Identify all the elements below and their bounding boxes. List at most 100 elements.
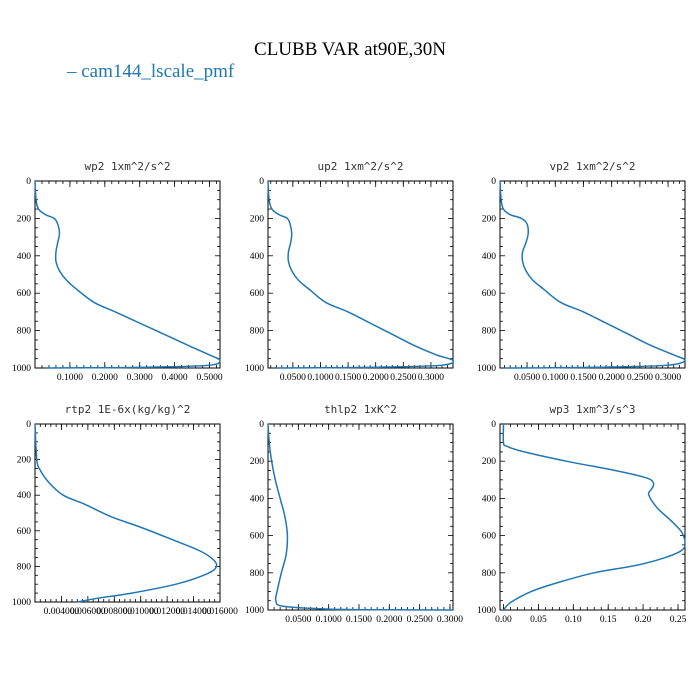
x-tick-label: 0.1000 xyxy=(316,615,342,625)
x-tick-label: 0.00 xyxy=(495,615,512,625)
y-tick-label: 1000 xyxy=(12,598,31,608)
y-tick-label: 400 xyxy=(482,252,497,262)
x-tick-label: 0.1500 xyxy=(346,615,372,625)
x-tick-label: 0.3000 xyxy=(127,373,153,383)
panel-4: rtp2 1E-6x(kg/kg)^2 0 200 400 600 800 1000 0.00… xyxy=(12,403,238,617)
x-tick-label: 0.2000 xyxy=(599,373,625,383)
x-tick-label: 0.05 xyxy=(530,615,547,625)
x-tick-label: 0.016000 xyxy=(202,607,238,617)
y-tick-label: 800 xyxy=(17,327,32,337)
y-tick-label: 200 xyxy=(17,214,32,224)
plot-frame xyxy=(34,180,221,369)
x-tick-label: 0.012000 xyxy=(149,607,185,617)
y-tick-label: 400 xyxy=(17,491,32,501)
y-tick-label: 800 xyxy=(17,562,32,572)
plot-frame xyxy=(34,423,221,603)
y-tick-label: 800 xyxy=(482,327,497,337)
figure-title: CLUBB VAR at90E,30N xyxy=(254,39,446,60)
x-tick-label: 0.1500 xyxy=(335,373,361,383)
panel-6: wp3 1xm^3/s^3 0 200 400 600 800 10000.00 0.05 0.… xyxy=(477,403,687,625)
y-tick-label: 600 xyxy=(250,532,265,542)
panel-3: vp2 1xm^2/s^2 0 200 400 600 800 1000 0.0500 0.10… xyxy=(477,160,686,383)
legend-series-name: cam144_lscale_pmf xyxy=(81,61,235,82)
series-line xyxy=(267,423,454,611)
y-tick-label: 1000 xyxy=(245,364,264,374)
y-tick-label: 1000 xyxy=(477,364,496,374)
y-tick-label: 800 xyxy=(250,327,265,337)
x-tick-label: 0.2500 xyxy=(390,373,416,383)
series-line xyxy=(267,180,454,369)
x-tick-label: 0.15 xyxy=(600,615,617,625)
y-tick-label: 1000 xyxy=(477,606,496,616)
y-tick-label: 600 xyxy=(482,289,497,299)
x-tick-label: 0.2500 xyxy=(407,615,433,625)
x-tick-label: 0.2500 xyxy=(627,373,653,383)
y-tick-label: 400 xyxy=(482,494,497,504)
x-tick-label: 0.1000 xyxy=(57,373,83,383)
x-tick-label: 0.010000 xyxy=(123,607,159,617)
plot-frame xyxy=(267,180,454,369)
legend-marker: – xyxy=(66,61,81,82)
x-tick-label: 0.20 xyxy=(635,615,652,625)
y-tick-label: 200 xyxy=(482,457,497,467)
x-tick-label: 0.0500 xyxy=(280,373,306,383)
series-line xyxy=(34,423,218,603)
x-tick-label: 0.004000 xyxy=(44,607,80,617)
x-tick-label: 0.0500 xyxy=(285,615,311,625)
x-tick-label: 0.2000 xyxy=(92,373,118,383)
y-tick-label: 0 xyxy=(26,177,31,187)
x-tick-label: 0.1500 xyxy=(570,373,596,383)
x-tick-label: 0.014000 xyxy=(176,607,212,617)
y-tick-label: 800 xyxy=(250,569,265,579)
y-tick-label: 0 xyxy=(491,420,496,430)
x-tick-label: 0.3000 xyxy=(655,373,681,383)
series-line xyxy=(502,423,686,611)
panel-title: rtp2 1E-6x(kg/kg)^2 xyxy=(65,403,191,416)
x-tick-label: 0.3000 xyxy=(437,615,463,625)
x-tick-label: 0.2000 xyxy=(363,373,389,383)
x-tick-label: 0.10 xyxy=(565,615,582,625)
panel-2: up2 1xm^2/s^2 0 200 400 600 800 1000 0.0500 0.10… xyxy=(245,160,454,383)
y-tick-label: 0 xyxy=(491,177,496,187)
x-tick-label: 0.5000 xyxy=(196,373,222,383)
y-tick-label: 1000 xyxy=(12,364,31,374)
y-tick-label: 0 xyxy=(259,420,264,430)
y-tick-label: 0 xyxy=(26,420,31,430)
x-tick-label: 0.3000 xyxy=(418,373,444,383)
x-tick-label: 0.2000 xyxy=(376,615,402,625)
y-tick-label: 200 xyxy=(250,214,265,224)
panel-1: wp2 1xm^2/s^2 0 200 400 600 800 1000 0.1000 0.20… xyxy=(12,160,223,383)
panel-title: thlp2 1xK^2 xyxy=(324,403,397,416)
y-tick-label: 400 xyxy=(17,252,32,262)
x-tick-label: 0.008000 xyxy=(96,607,132,617)
y-tick-label: 200 xyxy=(250,457,265,467)
panel-title: up2 1xm^2/s^2 xyxy=(317,160,403,173)
y-tick-label: 600 xyxy=(17,527,32,537)
x-tick-label: 0.25 xyxy=(670,615,687,625)
panel-title: vp2 1xm^2/s^2 xyxy=(549,160,635,173)
y-tick-label: 1000 xyxy=(245,606,264,616)
series-line xyxy=(34,180,221,369)
y-tick-label: 800 xyxy=(482,569,497,579)
x-tick-label: 0.1000 xyxy=(542,373,568,383)
x-tick-label: 0.1000 xyxy=(307,373,333,383)
y-tick-label: 200 xyxy=(482,214,497,224)
legend: – cam144_lscale_pmf xyxy=(66,61,235,82)
panel-title: wp2 1xm^2/s^2 xyxy=(84,160,170,173)
x-tick-label: 0.4000 xyxy=(162,373,188,383)
x-tick-label: 0.006000 xyxy=(70,607,106,617)
panel-5: thlp2 1xK^2 0 200 400 600 800 1000 0.0500 0.1000… xyxy=(245,403,463,625)
y-tick-label: 400 xyxy=(250,494,265,504)
series-line xyxy=(499,180,686,369)
x-tick-label: 0.0500 xyxy=(514,373,540,383)
y-tick-label: 600 xyxy=(250,289,265,299)
y-tick-label: 600 xyxy=(482,532,497,542)
y-tick-label: 400 xyxy=(250,252,265,262)
legend-entry-label: – cam144_lscale_pmf xyxy=(66,61,235,82)
y-tick-label: 200 xyxy=(17,456,32,466)
plot-frame xyxy=(499,423,686,611)
y-tick-label: 600 xyxy=(17,289,32,299)
plot-frame xyxy=(267,423,454,611)
